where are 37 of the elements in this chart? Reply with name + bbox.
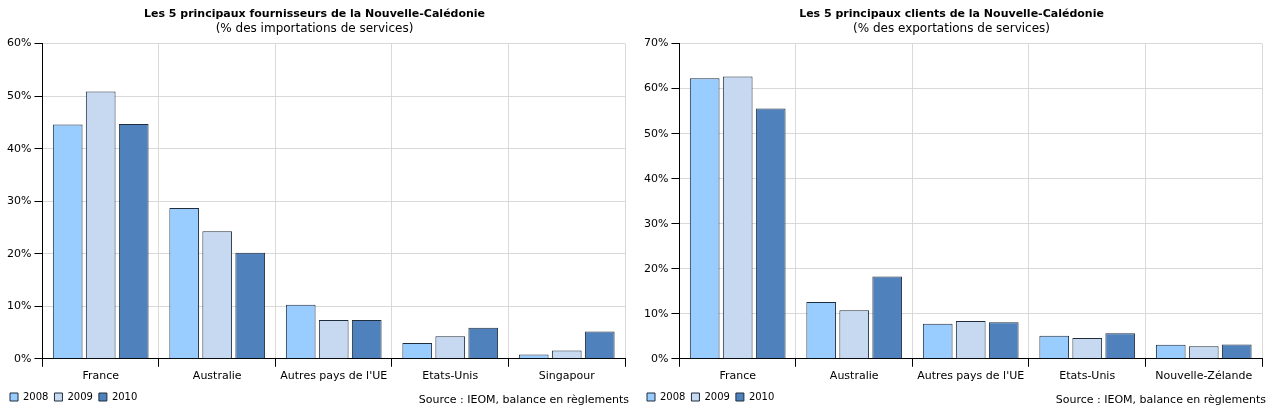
- x-tick-label: Singapour: [538, 369, 596, 383]
- y-tick-label: 20%: [644, 261, 669, 275]
- source-note: Source : IEOM, balance en règlements: [418, 392, 630, 406]
- y-tick-label: 30%: [644, 216, 669, 230]
- y-tick-label: 40%: [644, 171, 669, 185]
- y-tick-label: 0%: [14, 351, 32, 365]
- y-tick-label: 60%: [7, 36, 32, 50]
- x-tick-label: Autres pays de l'UE: [280, 369, 388, 383]
- x-tick-label: France: [82, 369, 120, 383]
- y-tick-label: 10%: [644, 306, 669, 320]
- x-tick-label: Australie: [192, 369, 242, 383]
- chart-title: Les 5 principaux fournisseurs de la Nouvelle-Calédonie: [143, 7, 486, 21]
- legend-label: 2010: [111, 390, 138, 402]
- x-tick-label: Etats-Unis: [422, 369, 479, 383]
- y-tick-label: 20%: [7, 246, 32, 260]
- x-tick-label: France: [719, 369, 757, 383]
- x-tick-label: Nouvelle-Zélande: [1155, 369, 1253, 383]
- legend-label: 2009: [67, 390, 93, 402]
- chart-subtitle: (% des exportations de services): [853, 20, 1050, 35]
- legend-label: 2008: [23, 390, 49, 402]
- legend-label: 2008: [660, 390, 686, 402]
- legend-label: 2010: [748, 390, 775, 402]
- x-tick-label: Australie: [829, 369, 879, 383]
- chart-subtitle: (% des importations de services): [215, 20, 414, 35]
- y-tick-label: 60%: [644, 81, 669, 95]
- x-tick-label: Etats-Unis: [1059, 369, 1116, 383]
- source-note: Source : IEOM, balance en règlements: [1055, 392, 1267, 406]
- chart-title: Les 5 principaux clients de la Nouvelle-Calédonie: [799, 7, 1104, 21]
- y-tick-label: 50%: [644, 126, 669, 140]
- y-tick-label: 0%: [651, 351, 669, 365]
- legend-label: 2009: [704, 390, 730, 402]
- y-tick-label: 40%: [7, 141, 32, 155]
- y-tick-label: 10%: [7, 299, 32, 313]
- x-tick-label: Autres pays de l'UE: [917, 369, 1025, 383]
- y-tick-label: 50%: [7, 88, 32, 102]
- y-tick-label: 30%: [7, 194, 32, 208]
- y-tick-label: 70%: [644, 36, 669, 50]
